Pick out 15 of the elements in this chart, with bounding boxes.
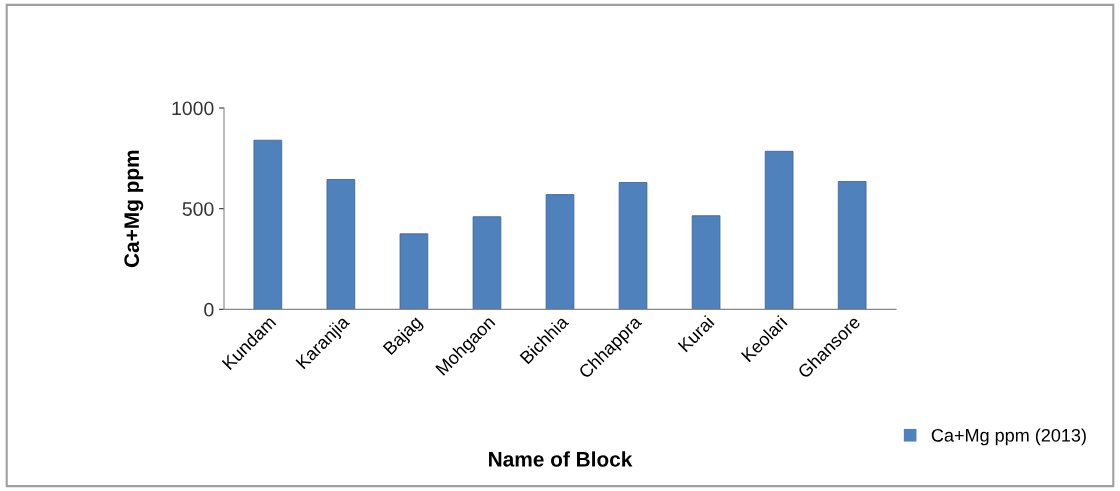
bar (326, 179, 356, 310)
bar (472, 216, 502, 310)
x-axis-title: Name of Block (489, 451, 633, 467)
y-tick-label: 1000 (172, 101, 214, 116)
y-tick-label: 0 (204, 302, 214, 317)
y-tick-label: 500 (182, 202, 214, 216)
bar (837, 181, 867, 310)
legend-label: Ca+Mg ppm (2013) (931, 428, 1086, 446)
y-axis-title: Ca+Mg ppm (124, 150, 144, 268)
bar (691, 215, 721, 310)
bar (618, 182, 648, 310)
bar (764, 150, 794, 310)
bar (253, 139, 283, 310)
bar (399, 233, 429, 310)
bar (545, 194, 575, 310)
